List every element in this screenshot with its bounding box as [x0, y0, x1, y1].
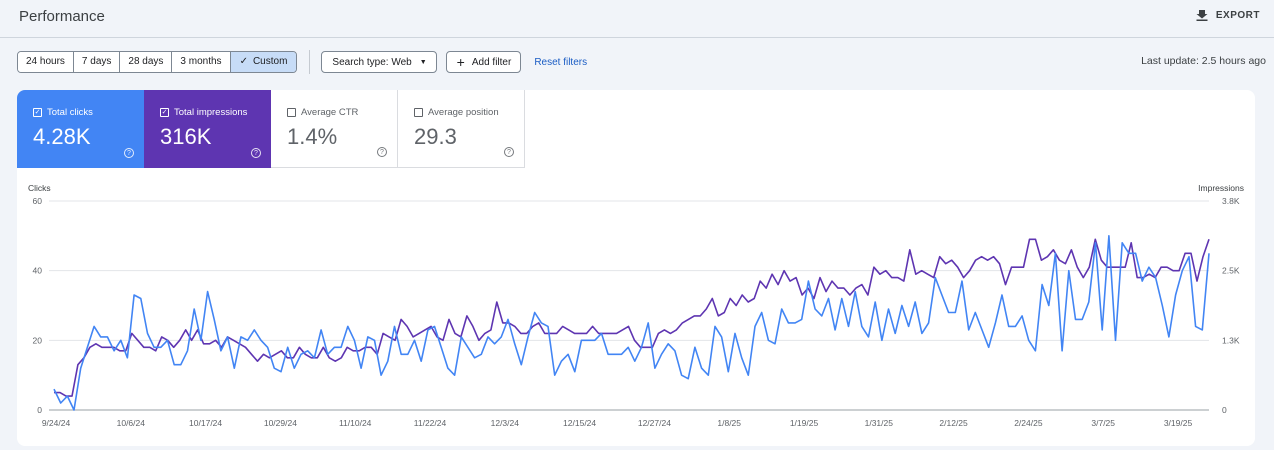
- help-icon[interactable]: ?: [504, 147, 514, 157]
- x-tick-label: 10/17/24: [189, 418, 222, 428]
- series-line-total-clicks: [53, 234, 1210, 411]
- x-tick-label: 1/19/25: [790, 418, 819, 428]
- date-range-group: 24 hours 7 days 28 days 3 months ✓ Custo…: [17, 51, 298, 73]
- date-range-24-hours[interactable]: 24 hours: [18, 52, 74, 72]
- download-icon: [1196, 10, 1208, 21]
- search-type-label: Search type: Web: [332, 56, 412, 68]
- help-icon[interactable]: ?: [377, 147, 387, 157]
- caret-down-icon: ▼: [419, 58, 427, 66]
- x-tick-label: 11/22/24: [414, 418, 447, 428]
- y-tick-right: 3.8K: [1222, 196, 1240, 206]
- x-tick-label: 12/3/24: [491, 418, 520, 428]
- metric-value: 29.3: [414, 124, 457, 149]
- help-icon[interactable]: ?: [124, 148, 134, 158]
- page-title: Performance: [19, 8, 105, 25]
- plus-icon: +: [456, 54, 465, 70]
- date-range-custom-label: Custom: [252, 56, 288, 67]
- filter-toolbar: 24 hours 7 days 28 days 3 months ✓ Custo…: [17, 50, 588, 74]
- metric-label: Total clicks: [47, 107, 93, 118]
- x-tick-label: 10/6/24: [117, 418, 146, 428]
- metric-cards: ✓ Total clicks 4.28K ? ✓ Total impressions…: [17, 90, 525, 168]
- export-label: EXPORT: [1215, 9, 1260, 21]
- checkbox-checked-icon[interactable]: ✓: [33, 108, 42, 117]
- performance-card: ✓ Total clicks 4.28K ? ✓ Total impressions…: [17, 90, 1255, 446]
- y-tick-left: 60: [33, 196, 43, 206]
- check-icon: ✓: [239, 56, 248, 67]
- help-icon[interactable]: ?: [251, 148, 261, 158]
- y-tick-right: 0: [1222, 405, 1227, 415]
- date-range-custom[interactable]: ✓ Custom: [230, 52, 297, 72]
- checkbox-checked-icon[interactable]: ✓: [160, 108, 169, 117]
- metric-average-ctr[interactable]: Average CTR 1.4% ?: [271, 90, 398, 168]
- date-range-3-months[interactable]: 3 months: [172, 52, 231, 72]
- y-axis-left-title: Clicks: [28, 183, 51, 193]
- x-tick-label: 1/8/25: [717, 418, 741, 428]
- search-type-dropdown[interactable]: Search type: Web ▼: [321, 51, 437, 73]
- metric-value: 4.28K: [33, 124, 91, 149]
- series-line-total-impressions: [54, 238, 1210, 397]
- page-header: Performance EXPORT: [0, 0, 1274, 38]
- x-tick-label: 9/24/24: [42, 418, 71, 428]
- x-tick-label: 2/12/25: [939, 418, 968, 428]
- x-tick-label: 12/15/24: [563, 418, 596, 428]
- y-axis-right-title: Impressions: [1198, 183, 1244, 193]
- export-button[interactable]: EXPORT: [1196, 9, 1260, 21]
- metric-value: 316K: [160, 124, 212, 149]
- date-range-7-days[interactable]: 7 days: [73, 52, 121, 72]
- metric-total-impressions[interactable]: ✓ Total impressions 316K ?: [144, 90, 271, 168]
- checkbox-icon[interactable]: [287, 108, 296, 117]
- y-tick-left: 40: [33, 266, 43, 276]
- x-tick-label: 2/24/25: [1014, 418, 1043, 428]
- x-tick-label: 11/10/24: [339, 418, 372, 428]
- toolbar-divider: [309, 50, 311, 74]
- metric-label: Average CTR: [301, 107, 359, 118]
- metric-value: 1.4%: [287, 124, 338, 149]
- metric-label: Average position: [428, 107, 499, 118]
- x-tick-label: 10/29/24: [264, 418, 297, 428]
- x-tick-label: 3/7/25: [1091, 418, 1115, 428]
- metric-total-clicks[interactable]: ✓ Total clicks 4.28K ?: [17, 90, 144, 168]
- y-tick-left: 20: [33, 335, 43, 345]
- add-filter-label: Add filter: [471, 56, 512, 68]
- x-tick-label: 3/19/25: [1164, 418, 1193, 428]
- metric-average-position[interactable]: Average position 29.3 ?: [398, 90, 525, 168]
- y-tick-right: 2.5K: [1222, 266, 1240, 276]
- date-range-28-days[interactable]: 28 days: [120, 52, 173, 72]
- x-tick-label: 12/27/24: [638, 418, 671, 428]
- last-update-text: Last update: 2.5 hours ago: [1141, 55, 1266, 67]
- x-tick-label: 1/31/25: [865, 418, 894, 428]
- y-tick-left: 0: [37, 405, 42, 415]
- metric-label: Total impressions: [174, 107, 248, 118]
- y-tick-right: 1.3K: [1222, 335, 1240, 345]
- checkbox-icon[interactable]: [414, 108, 423, 117]
- reset-filters-link[interactable]: Reset filters: [534, 56, 588, 68]
- add-filter-button[interactable]: + Add filter: [445, 51, 522, 73]
